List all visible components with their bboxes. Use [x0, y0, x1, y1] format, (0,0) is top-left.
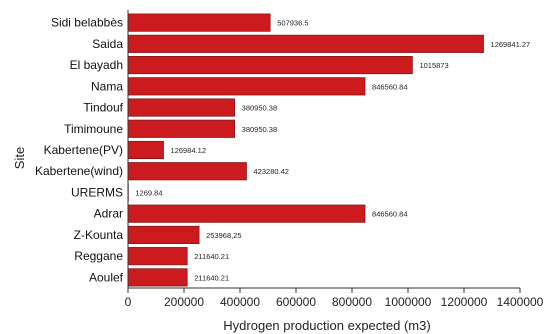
x-tick-label: 400000: [220, 295, 260, 309]
bar: [127, 56, 413, 75]
bar: [127, 225, 200, 244]
data-label: 253968,25: [206, 231, 241, 240]
data-label: 1015873: [419, 61, 448, 70]
data-label: 380950.38: [242, 125, 277, 134]
bar: [127, 162, 247, 181]
category-label: Tindouf: [83, 101, 123, 115]
category-label: Adrar: [94, 207, 123, 221]
category-label: Timimoune: [64, 122, 123, 136]
y-axis-title: Site: [12, 147, 27, 169]
bar: [127, 119, 235, 138]
bar: [127, 98, 235, 117]
data-label: 846560.84: [372, 210, 407, 219]
bar: [127, 204, 366, 223]
category-labels-group: Sidi belabbès Saida El bayadh Nama Tindouf Ti…: [35, 16, 124, 285]
category-label: Kabertene(PV): [44, 143, 123, 157]
bar: [127, 77, 366, 96]
category-label: Reggane: [74, 249, 123, 263]
bar: [127, 140, 164, 160]
data-label: 211640.21: [194, 252, 229, 261]
x-tick-label: 1400000: [497, 295, 544, 309]
category-label: Sidi belabbès: [51, 16, 123, 30]
category-label: URERMS: [71, 185, 123, 199]
x-axis-title: Hydrogen production expected (m3): [223, 318, 430, 333]
category-label: Nama: [91, 79, 123, 93]
x-tick-label: 1200000: [441, 295, 488, 309]
data-label: 126984.12: [171, 146, 206, 155]
x-tick-label: 800000: [332, 295, 372, 309]
bar: [127, 13, 271, 32]
x-tick-label: 600000: [276, 295, 316, 309]
x-tick-label: 0: [125, 295, 132, 309]
category-label: Saida: [92, 37, 123, 51]
data-label: 507936.5: [277, 19, 308, 28]
data-label: 380950.38: [242, 104, 277, 113]
category-label: Kabertene(wind): [35, 164, 123, 178]
x-tick-label: 1000000: [385, 295, 432, 309]
category-label: El bayadh: [70, 58, 123, 72]
data-label: 846560.84: [372, 82, 407, 91]
value-labels-group: 507936.5 1269841.27 1015873 846560.84 380950…: [135, 19, 530, 283]
bar: [127, 34, 484, 53]
data-label: 1269841.27: [491, 40, 531, 49]
category-label: Z-Kounta: [74, 228, 124, 242]
data-label: 211640.21: [194, 273, 229, 282]
bar: [127, 268, 188, 287]
data-label: 1269.84: [135, 188, 162, 197]
bar: [127, 247, 188, 266]
category-label: Aoulef: [89, 270, 124, 284]
x-ticks-group: 0 200000 400000 600000 800000 1000000 1200000 1…: [125, 288, 544, 309]
x-tick-label: 200000: [164, 295, 204, 309]
data-label: 423280.42: [254, 167, 289, 176]
